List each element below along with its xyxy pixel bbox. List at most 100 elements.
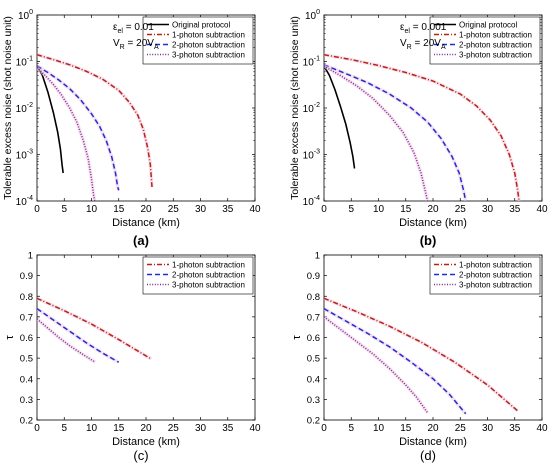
- x-axis-label: Distance (km): [399, 217, 467, 229]
- legend-box: [142, 256, 254, 295]
- x-tick-label: 0: [34, 204, 40, 215]
- y-tick-label: 0.7: [20, 312, 33, 323]
- chart-panel-a: 0 5 10 15 20 25 30 35 40 10-4 10-3 10-2 10-1 100 Dista…: [2, 9, 261, 248]
- y-tick-label: 100: [305, 9, 320, 22]
- x-tick-label: 30: [195, 423, 207, 434]
- y-tick-label: 0.2: [20, 416, 33, 427]
- x-tick-label: 40: [536, 204, 548, 215]
- series-line-1: [324, 65, 356, 169]
- x-tick-label: 20: [427, 204, 439, 215]
- series-line-2: [37, 53, 153, 188]
- y-tick-label: 10-1: [16, 56, 33, 69]
- panel-label: (c): [133, 448, 148, 463]
- panel-label: (d): [420, 448, 436, 463]
- x-tick-label: 25: [455, 423, 467, 434]
- y-tick-label: 10-2: [303, 102, 320, 115]
- annotation-epsilon: εel = 0.01: [113, 22, 154, 35]
- annotation-epsilon: εel = 0.001: [400, 22, 447, 35]
- legend-label-2: 2-photon subtraction: [172, 271, 245, 280]
- legend-label-4: 3-photon subtraction: [172, 51, 245, 60]
- x-tick-label: 0: [321, 423, 327, 434]
- x-tick-label: 30: [482, 423, 494, 434]
- x-tick-label: 25: [168, 423, 180, 434]
- y-axis-label: Tolerable excess noise (shot noise unit): [2, 16, 14, 200]
- series-line-1: [324, 297, 518, 412]
- x-tick-label: 15: [113, 423, 125, 434]
- x-tick-label: 5: [348, 423, 354, 434]
- x-tick-label: 10: [373, 423, 385, 434]
- chart-panel-d: 0 5 10 15 20 25 30 35 40 0.2 0.3 0.4 0.5 0.6 0.7 0.8 0.9…: [291, 251, 548, 464]
- y-tick-label: 10-4: [16, 195, 33, 208]
- y-tick-label: 0.3: [20, 395, 33, 406]
- chart-panel-b: 0 5 10 15 20 25 30 35 40 10-4 10-3 10-2 10-1 100 Dista…: [289, 9, 548, 248]
- panel-label: (a): [133, 233, 149, 248]
- series-line-3: [324, 316, 429, 414]
- annotation-vr: VR = 20VA: [113, 38, 159, 51]
- series-halo-4: [324, 64, 430, 201]
- y-tick-label: 10-2: [16, 102, 33, 115]
- y-tick-label: 0.5: [307, 354, 320, 365]
- y-tick-label: 0.4: [307, 374, 320, 385]
- series-line-1: [37, 65, 64, 174]
- y-tick-label: 0.6: [307, 333, 320, 344]
- y-tick-label: 0.5: [20, 354, 33, 365]
- legend-label-4: 3-photon subtraction: [459, 51, 532, 60]
- series-line-4: [37, 66, 96, 201]
- legend-label-3: 2-photon subtraction: [172, 41, 245, 50]
- y-tick-label: 1: [315, 251, 320, 262]
- series-halo-3: [37, 317, 97, 364]
- y-axis-label: τ: [4, 335, 16, 340]
- series-line-3: [37, 65, 120, 191]
- x-tick-label: 25: [455, 204, 467, 215]
- chart-panel-c: 0 5 10 15 20 25 30 35 40 0.2 0.3 0.4 0.5 0.6 0.7 0.8 0.9…: [4, 251, 261, 464]
- legend-label-3: 3-photon subtraction: [459, 281, 532, 290]
- legend-label-1: 1-photon subtraction: [172, 261, 245, 270]
- x-tick-label: 0: [34, 423, 40, 434]
- x-axis-label: Distance (km): [112, 217, 180, 229]
- x-tick-label: 35: [509, 204, 521, 215]
- x-tick-label: 35: [222, 204, 234, 215]
- legend-label-2: 1-photon subtraction: [459, 31, 532, 40]
- x-tick-label: 10: [86, 204, 98, 215]
- y-tick-label: 0.2: [307, 416, 320, 427]
- x-axis-label: Distance (km): [399, 436, 467, 448]
- y-tick-label: 0.8: [307, 292, 320, 303]
- series-lines: [37, 296, 153, 364]
- x-tick-label: 5: [348, 204, 354, 215]
- x-tick-label: 20: [140, 423, 152, 434]
- y-tick-label: 0.9: [20, 271, 33, 282]
- series-lines: [324, 52, 521, 201]
- x-tick-label: 10: [86, 423, 98, 434]
- legend-label-1: 1-photon subtraction: [459, 261, 532, 270]
- y-tick-label: 0.8: [20, 292, 33, 303]
- y-tick-label: 10-4: [303, 195, 320, 208]
- legend-box: [429, 256, 541, 295]
- y-tick-label: 10-3: [16, 149, 33, 162]
- y-tick-label: 0.3: [307, 395, 320, 406]
- y-tick-label: 0.9: [307, 271, 320, 282]
- panel-label: (b): [420, 233, 437, 248]
- legend-label-3: 3-photon subtraction: [172, 281, 245, 290]
- y-tick-label: 10-1: [303, 56, 320, 69]
- y-tick-label: 100: [18, 9, 33, 22]
- x-tick-label: 20: [140, 204, 152, 215]
- x-tick-label: 40: [536, 423, 548, 434]
- x-tick-label: 5: [61, 204, 67, 215]
- legend-label-2: 2-photon subtraction: [459, 271, 532, 280]
- legend-label-1: Original protocol: [459, 21, 517, 30]
- x-tick-label: 10: [373, 204, 385, 215]
- x-axis-label: Distance (km): [112, 436, 180, 448]
- series-line-2: [324, 53, 520, 201]
- x-tick-label: 20: [427, 423, 439, 434]
- x-tick-label: 15: [113, 204, 125, 215]
- series-line-2: [324, 307, 467, 415]
- series-lines: [37, 53, 154, 201]
- x-tick-label: 40: [249, 423, 261, 434]
- x-tick-label: 30: [195, 204, 207, 215]
- y-axis-label: Tolerable excess noise (shot noise unit): [289, 16, 301, 200]
- series-line-3: [324, 64, 467, 201]
